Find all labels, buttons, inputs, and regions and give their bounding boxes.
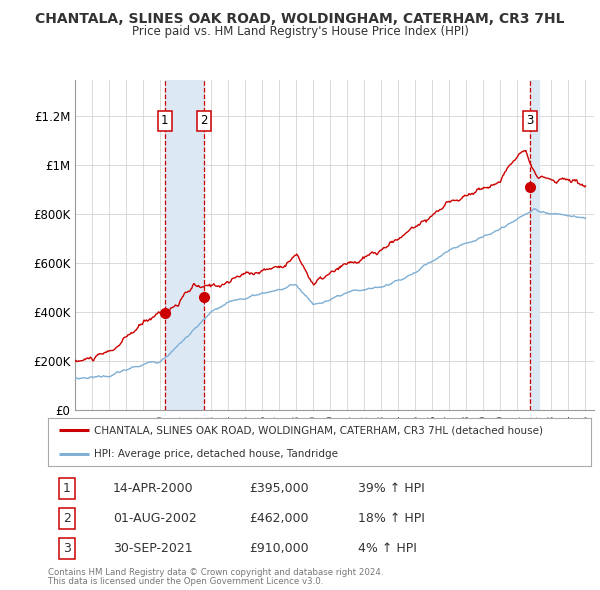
Text: 2: 2: [200, 114, 208, 127]
Text: 30-SEP-2021: 30-SEP-2021: [113, 542, 193, 555]
Text: £910,000: £910,000: [249, 542, 308, 555]
Text: 39% ↑ HPI: 39% ↑ HPI: [358, 483, 424, 496]
Text: 2: 2: [63, 512, 71, 525]
Text: 1: 1: [161, 114, 169, 127]
Bar: [165, 80, 204, 410]
Text: 18% ↑ HPI: 18% ↑ HPI: [358, 512, 424, 525]
Text: Contains HM Land Registry data © Crown copyright and database right 2024.: Contains HM Land Registry data © Crown c…: [48, 568, 383, 576]
Text: 3: 3: [63, 542, 71, 555]
Text: 14-APR-2000: 14-APR-2000: [113, 483, 194, 496]
Text: 01-AUG-2002: 01-AUG-2002: [113, 512, 197, 525]
Text: HPI: Average price, detached house, Tandridge: HPI: Average price, detached house, Tand…: [94, 448, 338, 458]
Bar: [530, 80, 539, 410]
Text: CHANTALA, SLINES OAK ROAD, WOLDINGHAM, CATERHAM, CR3 7HL (detached house): CHANTALA, SLINES OAK ROAD, WOLDINGHAM, C…: [94, 425, 543, 435]
Text: Price paid vs. HM Land Registry's House Price Index (HPI): Price paid vs. HM Land Registry's House …: [131, 25, 469, 38]
Text: 4% ↑ HPI: 4% ↑ HPI: [358, 542, 416, 555]
Text: 1: 1: [63, 483, 71, 496]
Text: This data is licensed under the Open Government Licence v3.0.: This data is licensed under the Open Gov…: [48, 577, 323, 586]
Text: 3: 3: [527, 114, 534, 127]
Text: CHANTALA, SLINES OAK ROAD, WOLDINGHAM, CATERHAM, CR3 7HL: CHANTALA, SLINES OAK ROAD, WOLDINGHAM, C…: [35, 12, 565, 26]
Text: £462,000: £462,000: [249, 512, 308, 525]
Text: £395,000: £395,000: [249, 483, 308, 496]
